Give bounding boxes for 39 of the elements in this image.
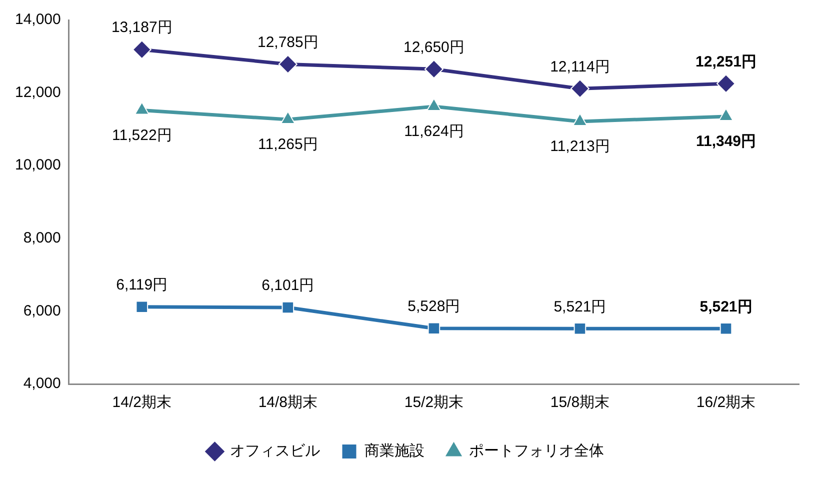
legend-label: オフィスビル (230, 442, 320, 460)
data-label: 5,521円 (554, 298, 606, 316)
data-label: 11,522円 (112, 126, 172, 144)
data-label: 12,251円 (696, 53, 756, 70)
data-label: 11,265円 (258, 136, 318, 154)
point (716, 74, 736, 94)
point (428, 322, 440, 335)
data-label: 13,187円 (111, 19, 172, 36)
y-tick-label: 4,000 (23, 375, 61, 392)
data-label: 6,119円 (116, 276, 168, 294)
point (278, 54, 298, 74)
data-label: 5,521円 (700, 298, 752, 316)
data-label: 11,213円 (550, 138, 610, 156)
y-tick-label: 14,000 (14, 11, 61, 28)
point (282, 301, 294, 314)
y-tick-label: 8,000 (23, 230, 61, 247)
data-label: 12,650円 (403, 38, 464, 56)
data-label: 12,785円 (257, 34, 318, 51)
point (136, 300, 148, 314)
y-tick-label: 10,000 (14, 156, 61, 174)
y-tick-label: 6,000 (23, 302, 61, 320)
data-label: 6,101円 (262, 277, 314, 294)
x-tick-label: 15/8期末 (550, 394, 610, 412)
x-tick-label: 16/2期末 (696, 394, 756, 412)
x-tick-label: 14/8期末 (258, 394, 318, 412)
data-label: 11,624円 (404, 123, 464, 140)
data-label: 11,349円 (696, 133, 756, 150)
point (570, 79, 590, 98)
y-tick-label: 12,000 (14, 84, 61, 101)
data-label: 12,114円 (550, 58, 610, 76)
point (132, 40, 152, 60)
legend-label: ポートフォリオ全体 (468, 442, 604, 460)
x-tick-label: 15/2期末 (404, 394, 464, 412)
legend-label: 商業施設 (364, 442, 424, 460)
point (720, 322, 732, 335)
point (574, 322, 586, 335)
point (424, 60, 444, 79)
x-tick-label: 14/2期末 (112, 394, 172, 412)
data-label: 5,528円 (408, 298, 460, 316)
